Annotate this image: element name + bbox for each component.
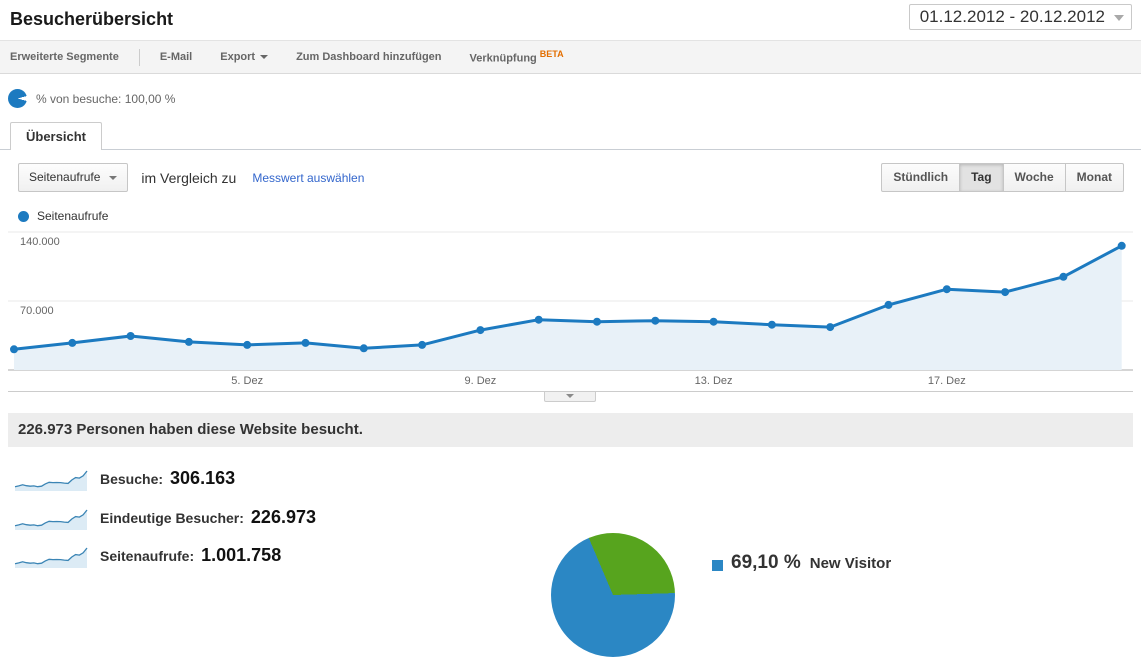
- page-title: Besucherübersicht: [10, 9, 174, 29]
- calendar-dropdown-arrow-icon: [1114, 15, 1124, 21]
- collapse-arrow-icon: [566, 394, 574, 398]
- beta-badge: BETA: [539, 49, 564, 60]
- add-to-dashboard-button[interactable]: Zum Dashboard hinzufügen: [296, 51, 442, 63]
- visitors-summary-bar: 226.973 Personen haben diese Website bes…: [8, 413, 1133, 447]
- chart-footer-divider: [8, 391, 1133, 392]
- tab-overview[interactable]: Übersicht: [10, 122, 102, 150]
- header: Besucherübersicht 01.12.2012 - 20.12.201…: [0, 0, 1141, 40]
- legend-label: Seitenaufrufe: [37, 209, 109, 223]
- compare-to-text: im Vergleich zu: [141, 169, 237, 186]
- granularity-button-group: Stündlich Tag Woche Monat: [881, 163, 1124, 192]
- svg-text:9. Dez: 9. Dez: [465, 375, 497, 387]
- unique-visitors-sparkline: [14, 509, 88, 530]
- pie-legend-square-icon: [712, 560, 723, 571]
- tab-row-divider: [0, 149, 1141, 150]
- stat-label: Eindeutige Besucher:: [100, 510, 244, 526]
- chart-legend: Seitenaufrufe: [18, 209, 108, 223]
- granularity-month-button[interactable]: Monat: [1065, 163, 1124, 192]
- segment-pie-icon: [8, 89, 27, 108]
- stat-label: Seitenaufrufe:: [100, 548, 195, 564]
- metric-select-dropdown[interactable]: Seitenaufrufe: [18, 163, 129, 192]
- chart-controls: Seitenaufrufe im Vergleich zu Messwert a…: [18, 163, 364, 192]
- visits-sparkline: [14, 470, 88, 491]
- date-range-text: 01.12.2012 - 20.12.2012: [919, 7, 1105, 26]
- svg-text:17. Dez: 17. Dez: [928, 375, 966, 387]
- stat-value: 306.163: [170, 468, 236, 488]
- svg-text:70.000: 70.000: [20, 305, 54, 317]
- advanced-segments-button[interactable]: Erweiterte Segmente: [10, 51, 119, 63]
- svg-text:140.000: 140.000: [20, 236, 60, 248]
- toolbar-divider: [138, 48, 140, 66]
- granularity-hourly-button[interactable]: Stündlich: [881, 163, 961, 192]
- stat-value: 1.001.758: [201, 545, 282, 565]
- export-dropdown-arrow-icon: [260, 55, 269, 60]
- granularity-week-button[interactable]: Woche: [1003, 163, 1066, 192]
- granularity-day-button[interactable]: Tag: [960, 163, 1004, 192]
- svg-text:13. Dez: 13. Dez: [695, 375, 733, 387]
- svg-text:5. Dez: 5. Dez: [231, 375, 263, 387]
- segment-label: % von besuche: 100,00 %: [36, 92, 176, 106]
- pie-legend-label: New Visitor: [809, 555, 892, 572]
- email-button[interactable]: E-Mail: [159, 51, 193, 63]
- pie-chart[interactable]: [551, 533, 675, 657]
- date-range-selector[interactable]: 01.12.2012 - 20.12.2012: [908, 4, 1132, 30]
- legend-dot-icon: [18, 210, 29, 222]
- select-metric-link[interactable]: Messwert auswählen: [252, 170, 365, 185]
- pie-legend: 69,10 % New Visitor: [712, 552, 891, 574]
- line-chart-canvas[interactable]: 70.000 140.000 5. Dez 9. Dez 13. Dez 17. Dez: [0, 228, 1141, 390]
- shortcut-button[interactable]: Verknüpfung BETA: [469, 49, 564, 65]
- toolbar: Erweiterte Segmente E-Mail Export Zum Da…: [0, 40, 1141, 74]
- pageviews-sparkline: [14, 547, 88, 568]
- stat-value: 226.973: [250, 507, 316, 527]
- pie-legend-value: 69,10 %: [731, 552, 801, 573]
- metric-dropdown-arrow-icon: [109, 175, 118, 180]
- chart-collapse-toggle[interactable]: [544, 392, 596, 402]
- visits-line-chart[interactable]: 70.000 140.000 5. Dez 9. Dez 13. Dez 17. Dez: [0, 228, 1141, 390]
- stat-label: Besuche:: [100, 471, 164, 487]
- export-button[interactable]: Export: [206, 51, 282, 63]
